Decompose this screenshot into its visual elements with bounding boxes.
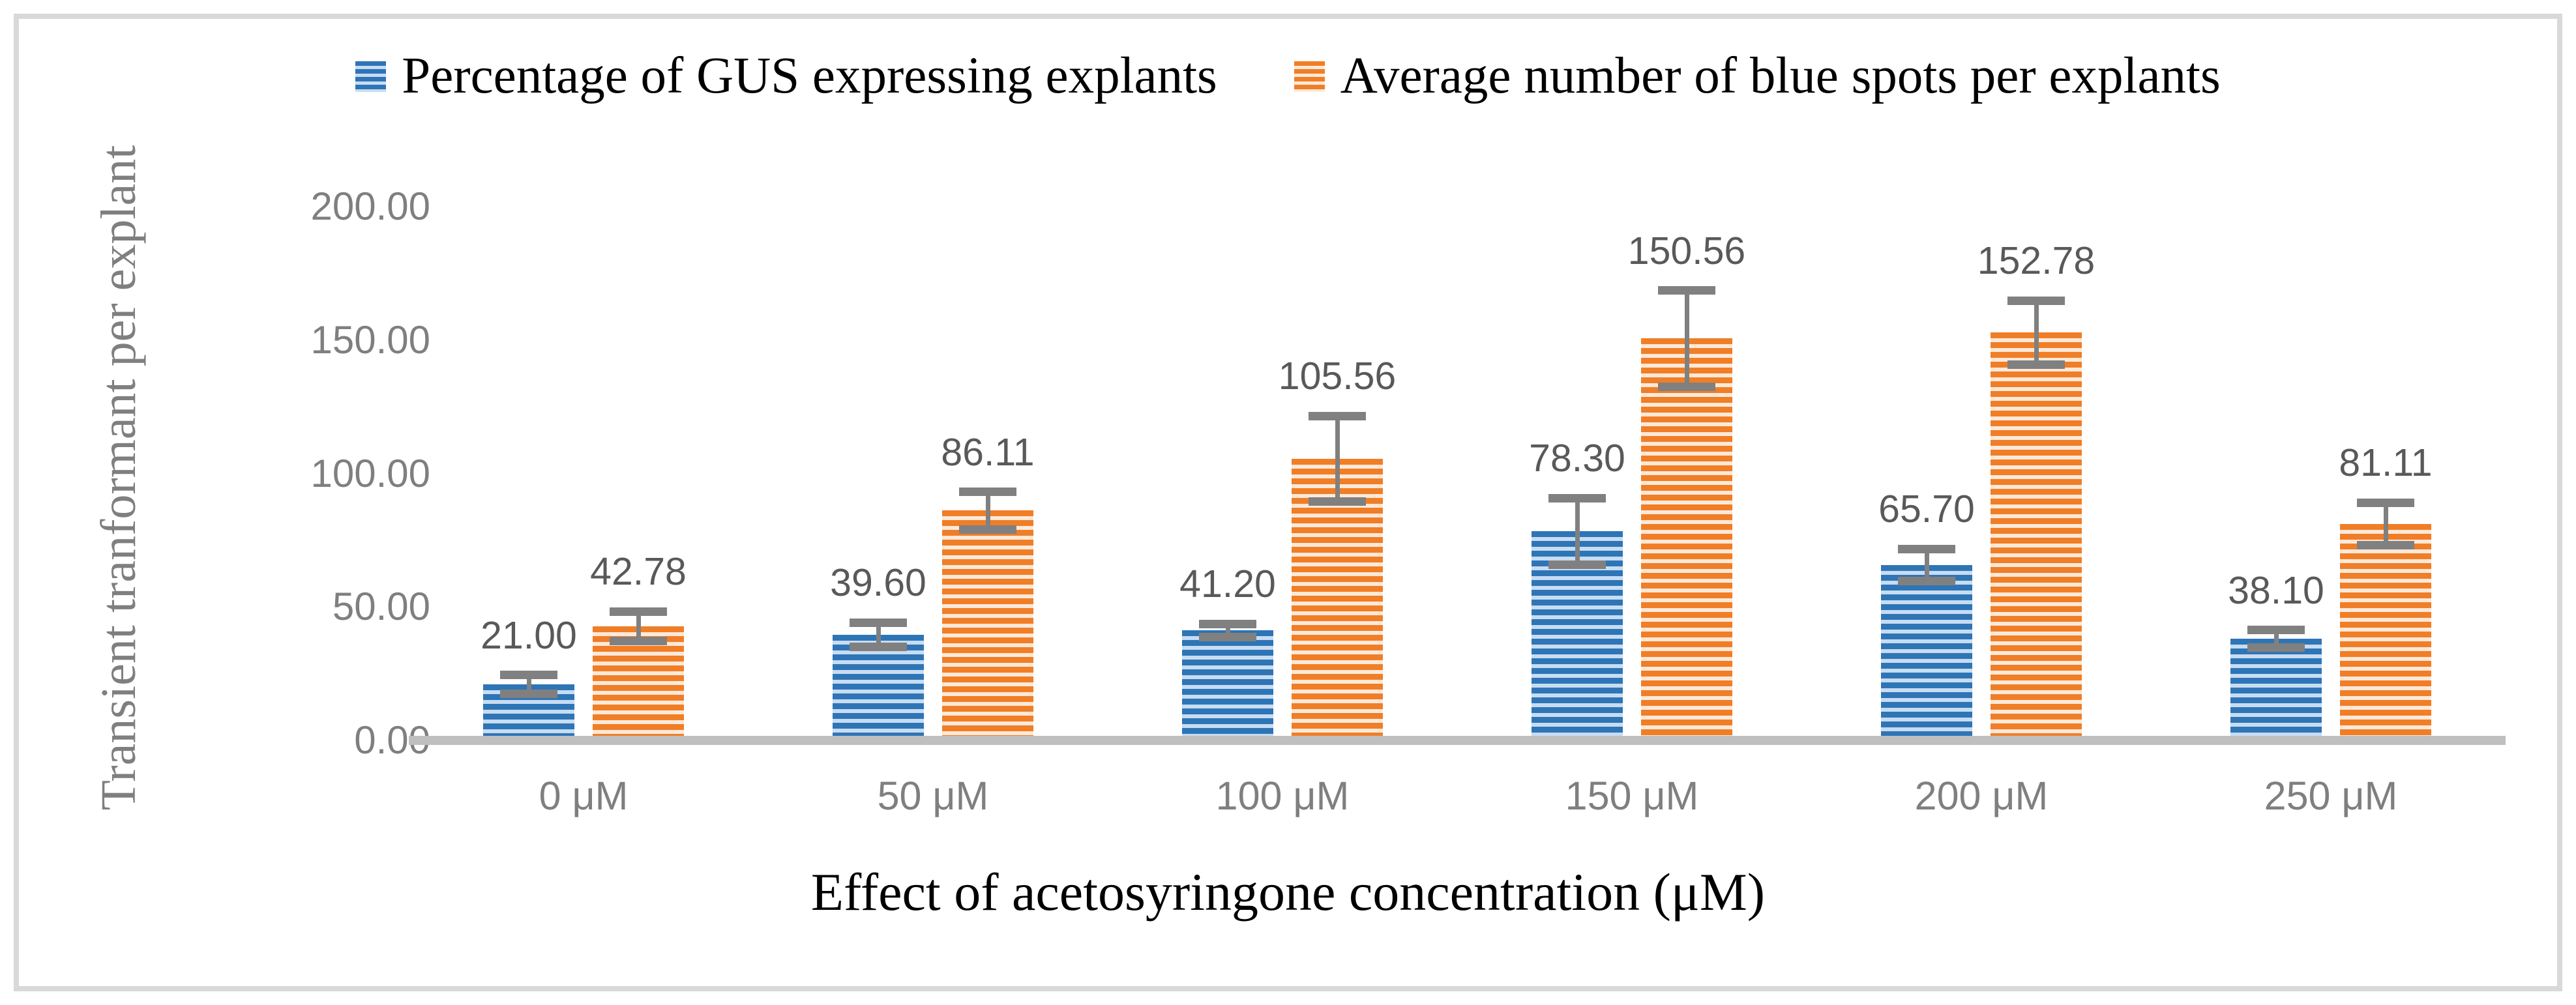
legend-item-gus: Percentage of GUS expressing explants: [355, 47, 1217, 106]
y-tick-label-200: 200.00: [310, 184, 430, 228]
error-bar-bottom-cap-spots-100-um: [1309, 497, 1366, 506]
value-label-gus-100-um: 41.20: [1179, 562, 1276, 606]
x-tick-label-250-um: 250 μM: [2264, 774, 2398, 818]
error-bar-top-cap-spots-200-um: [2007, 296, 2065, 305]
bar-gus-50-um: [833, 634, 924, 736]
value-label-spots-200-um: 152.78: [1977, 239, 2095, 283]
error-bar-stem-gus-0-um: [526, 675, 531, 694]
value-label-gus-150-um: 78.30: [1529, 437, 1625, 480]
error-bar-bottom-cap-gus-150-um: [1548, 561, 1606, 570]
legend-item-spots: Average number of blue spots per explant…: [1294, 47, 2221, 106]
y-tick-label-100: 100.00: [310, 451, 430, 495]
legend-swatch-gus-icon: [355, 61, 387, 92]
error-bar-bottom-cap-gus-100-um: [1199, 633, 1256, 642]
bar-spots-50-um: [942, 510, 1033, 736]
error-bar-bottom-cap-gus-250-um: [2247, 643, 2305, 652]
y-tick-label-0: 0.00: [354, 718, 430, 762]
error-bar-bottom-cap-spots-150-um: [1658, 382, 1715, 391]
x-tick-label-0-um: 0 μM: [539, 774, 629, 818]
error-bar-stem-gus-50-um: [876, 622, 881, 647]
value-label-gus-50-um: 39.60: [830, 561, 926, 605]
value-label-spots-50-um: 86.11: [941, 430, 1035, 474]
error-bar-top-cap-spots-50-um: [959, 488, 1016, 497]
error-bar-bottom-cap-spots-200-um: [2007, 360, 2065, 369]
bar-gus-200-um: [1881, 564, 1972, 736]
x-tick-label-200-um: 200 μM: [1914, 774, 2049, 818]
error-bar-stem-gus-250-um: [2273, 630, 2279, 648]
error-bar-stem-spots-0-um: [636, 611, 641, 641]
error-bar-stem-spots-200-um: [2034, 300, 2039, 365]
error-bar-stem-spots-250-um: [2383, 502, 2388, 546]
error-bar-top-cap-gus-50-um: [850, 618, 907, 627]
error-bar-stem-spots-50-um: [985, 491, 990, 530]
error-bar-stem-gus-150-um: [1575, 498, 1580, 565]
error-bar-top-cap-spots-0-um: [610, 607, 667, 616]
y-tick-label-150: 150.00: [310, 317, 430, 362]
error-bar-top-cap-gus-200-um: [1898, 544, 1955, 553]
value-label-spots-100-um: 105.56: [1278, 355, 1397, 398]
error-bar-bottom-cap-spots-50-um: [959, 525, 1016, 534]
x-tick-label-50-um: 50 μM: [877, 774, 989, 818]
error-bar-top-cap-gus-150-um: [1548, 493, 1606, 502]
y-axis-title: Transient tranformant per explant: [91, 145, 146, 811]
bar-gus-100-um: [1182, 630, 1273, 736]
error-bar-stem-spots-150-um: [1684, 290, 1689, 387]
legend-swatch-spots-icon: [1294, 61, 1325, 92]
legend-label-gus: Percentage of GUS expressing explants: [402, 48, 1217, 104]
value-label-spots-0-um: 42.78: [590, 550, 687, 594]
x-tick-label-100-um: 100 μM: [1215, 774, 1350, 818]
value-label-gus-0-um: 21.00: [481, 613, 577, 657]
x-tick-label-150-um: 150 μM: [1565, 774, 1699, 818]
x-axis-title: Effect of acetosyringone concentration (…: [810, 862, 1766, 922]
error-bar-bottom-cap-gus-0-um: [500, 689, 557, 698]
legend-label-spots: Average number of blue spots per explant…: [1340, 48, 2221, 104]
error-bar-top-cap-gus-100-um: [1199, 619, 1256, 628]
bar-spots-150-um: [1641, 338, 1732, 736]
bar-spots-200-um: [1991, 332, 2082, 736]
error-bar-stem-gus-100-um: [1225, 624, 1230, 637]
error-bar-stem-spots-100-um: [1335, 416, 1340, 502]
error-bar-stem-gus-200-um: [1924, 549, 1929, 581]
y-tick-label-50: 50.00: [332, 585, 430, 629]
bar-gus-250-um: [2230, 638, 2322, 736]
error-bar-bottom-cap-spots-250-um: [2357, 541, 2414, 550]
error-bar-bottom-cap-spots-0-um: [610, 636, 667, 645]
error-bar-top-cap-gus-250-um: [2247, 626, 2305, 635]
error-bar-bottom-cap-gus-200-um: [1898, 577, 1955, 586]
chart-border: [14, 14, 2562, 991]
error-bar-top-cap-gus-0-um: [500, 671, 557, 680]
legend: Percentage of GUS expressing explants Ave…: [0, 47, 2576, 106]
error-bar-top-cap-spots-100-um: [1309, 411, 1366, 420]
x-axis-line: [409, 736, 2506, 745]
error-bar-bottom-cap-gus-50-um: [850, 642, 907, 651]
value-label-gus-200-um: 65.70: [1878, 488, 1975, 531]
error-bar-top-cap-spots-250-um: [2357, 498, 2414, 507]
value-label-gus-250-um: 38.10: [2228, 568, 2324, 612]
bar-spots-250-um: [2340, 523, 2431, 736]
error-bar-top-cap-spots-150-um: [1658, 286, 1715, 295]
value-label-spots-150-um: 150.56: [1627, 229, 1746, 272]
value-label-spots-250-um: 81.11: [2339, 441, 2433, 485]
